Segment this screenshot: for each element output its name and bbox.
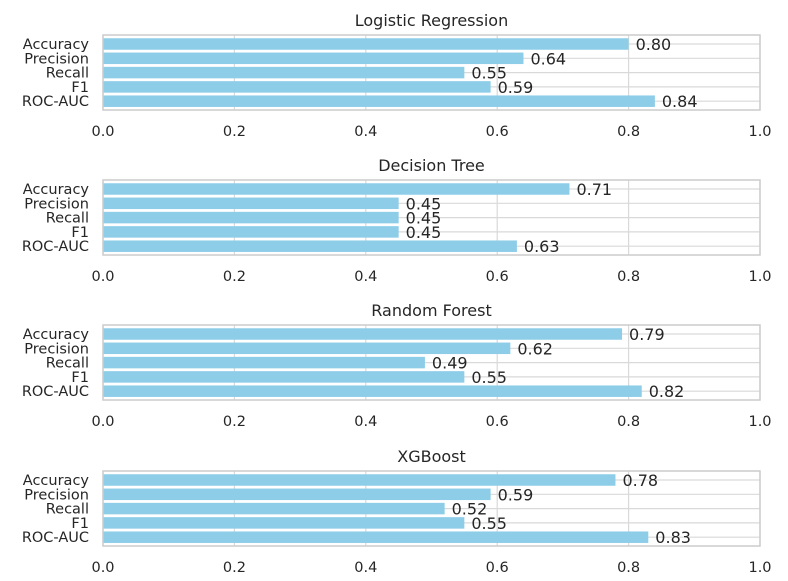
value-label: 0.49: [432, 354, 468, 373]
x-tick-label: 0.6: [486, 414, 509, 430]
x-tick-label: 0.0: [91, 269, 114, 285]
bar-f1: [103, 371, 465, 383]
category-label: F1: [71, 516, 89, 532]
plot-frame: [102, 179, 761, 256]
category-label: Accuracy: [23, 473, 90, 489]
chart-title: XGBoost: [397, 447, 466, 466]
bar-accuracy: [103, 328, 623, 340]
category-label: Precision: [24, 487, 89, 503]
value-label: 0.52: [452, 500, 488, 519]
category-label: Precision: [24, 196, 89, 212]
category-label: Recall: [46, 356, 89, 372]
x-tick-label: 0.6: [486, 124, 509, 140]
x-tick-label: 0.0: [91, 124, 114, 140]
category-label: Precision: [24, 51, 89, 67]
x-tick-label: 0.8: [617, 414, 640, 430]
chart-title: Logistic Regression: [355, 11, 508, 30]
bar-roc-auc: [103, 95, 655, 107]
value-label: 0.79: [629, 325, 665, 344]
plot-frame: [102, 34, 761, 111]
value-label: 0.84: [662, 92, 698, 111]
x-tick-label: 0.2: [223, 269, 246, 285]
bar-precision: [103, 197, 399, 210]
category-label: ROC-AUC: [22, 530, 89, 546]
x-tick-label: 0.4: [354, 414, 377, 430]
value-label: 0.80: [636, 35, 672, 54]
value-label: 0.64: [530, 49, 566, 68]
bar-recall: [103, 211, 399, 224]
category-label: Accuracy: [23, 182, 90, 198]
x-tick-label: 0.8: [617, 269, 640, 285]
category-label: Precision: [24, 341, 89, 357]
bar-roc-auc: [103, 240, 517, 252]
x-tick-label: 0.2: [223, 124, 246, 140]
bar-recall: [103, 66, 465, 79]
value-label: 0.83: [655, 528, 691, 547]
bar-roc-auc: [103, 531, 649, 543]
x-tick-label: 0.4: [354, 560, 377, 576]
category-label: ROC-AUC: [22, 384, 89, 400]
x-tick-label: 0.6: [486, 269, 509, 285]
category-label: Recall: [46, 502, 89, 518]
x-tick-label: 1.0: [748, 560, 771, 576]
value-label: 0.78: [622, 471, 658, 490]
subplot-2: 0.71 Accuracy 0.45 Precision 0.45 Recall 0.45 F…: [22, 156, 772, 285]
value-label: 0.55: [471, 64, 507, 83]
x-tick-label: 0.8: [617, 124, 640, 140]
subplot-3: 0.79 Accuracy 0.62 Precision 0.49 Recall 0.55 F…: [22, 301, 772, 430]
value-label: 0.62: [517, 339, 553, 358]
plot-frame: [102, 470, 761, 547]
category-label: Accuracy: [23, 37, 90, 53]
value-label: 0.55: [471, 514, 507, 533]
bar-f1: [103, 226, 399, 238]
bar-precision: [103, 52, 524, 65]
bar-f1: [103, 81, 491, 93]
category-label: F1: [71, 370, 89, 386]
bar-recall: [103, 356, 425, 369]
bar-accuracy: [103, 183, 570, 195]
plot-frame: [102, 324, 761, 401]
category-label: F1: [71, 80, 89, 96]
category-label: Recall: [46, 211, 89, 227]
bar-f1: [103, 517, 465, 529]
chart-title: Random Forest: [371, 301, 491, 320]
chart-title: Decision Tree: [378, 156, 485, 175]
value-label: 0.45: [406, 223, 442, 242]
x-tick-label: 0.4: [354, 269, 377, 285]
bar-precision: [103, 488, 491, 501]
category-label: ROC-AUC: [22, 239, 89, 255]
x-tick-label: 0.2: [223, 414, 246, 430]
value-label: 0.63: [524, 237, 560, 256]
category-label: ROC-AUC: [22, 94, 89, 110]
x-tick-label: 0.8: [617, 560, 640, 576]
x-tick-label: 0.0: [91, 560, 114, 576]
bar-accuracy: [103, 38, 629, 50]
x-tick-label: 1.0: [748, 414, 771, 430]
value-label: 0.82: [649, 382, 685, 401]
x-tick-label: 0.6: [486, 560, 509, 576]
value-label: 0.59: [498, 78, 534, 97]
x-tick-label: 0.0: [91, 414, 114, 430]
bar-precision: [103, 342, 511, 355]
x-tick-label: 1.0: [748, 269, 771, 285]
x-tick-label: 1.0: [748, 124, 771, 140]
bar-accuracy: [103, 474, 616, 486]
value-label: 0.59: [498, 485, 534, 504]
value-label: 0.71: [576, 180, 612, 199]
subplot-4: 0.78 Accuracy 0.59 Precision 0.52 Recall 0.55 F…: [22, 447, 772, 576]
subplot-1: 0.80 Accuracy 0.64 Precision 0.55 Recall 0.59 F…: [22, 11, 772, 140]
value-label: 0.45: [406, 209, 442, 228]
bar-roc-auc: [103, 385, 642, 397]
category-label: Accuracy: [23, 327, 90, 343]
category-label: F1: [71, 225, 89, 241]
bar-recall: [103, 502, 445, 515]
value-label: 0.45: [406, 194, 442, 213]
category-label: Recall: [46, 66, 89, 82]
x-tick-label: 0.2: [223, 560, 246, 576]
x-tick-label: 0.4: [354, 124, 377, 140]
value-label: 0.55: [471, 368, 507, 387]
